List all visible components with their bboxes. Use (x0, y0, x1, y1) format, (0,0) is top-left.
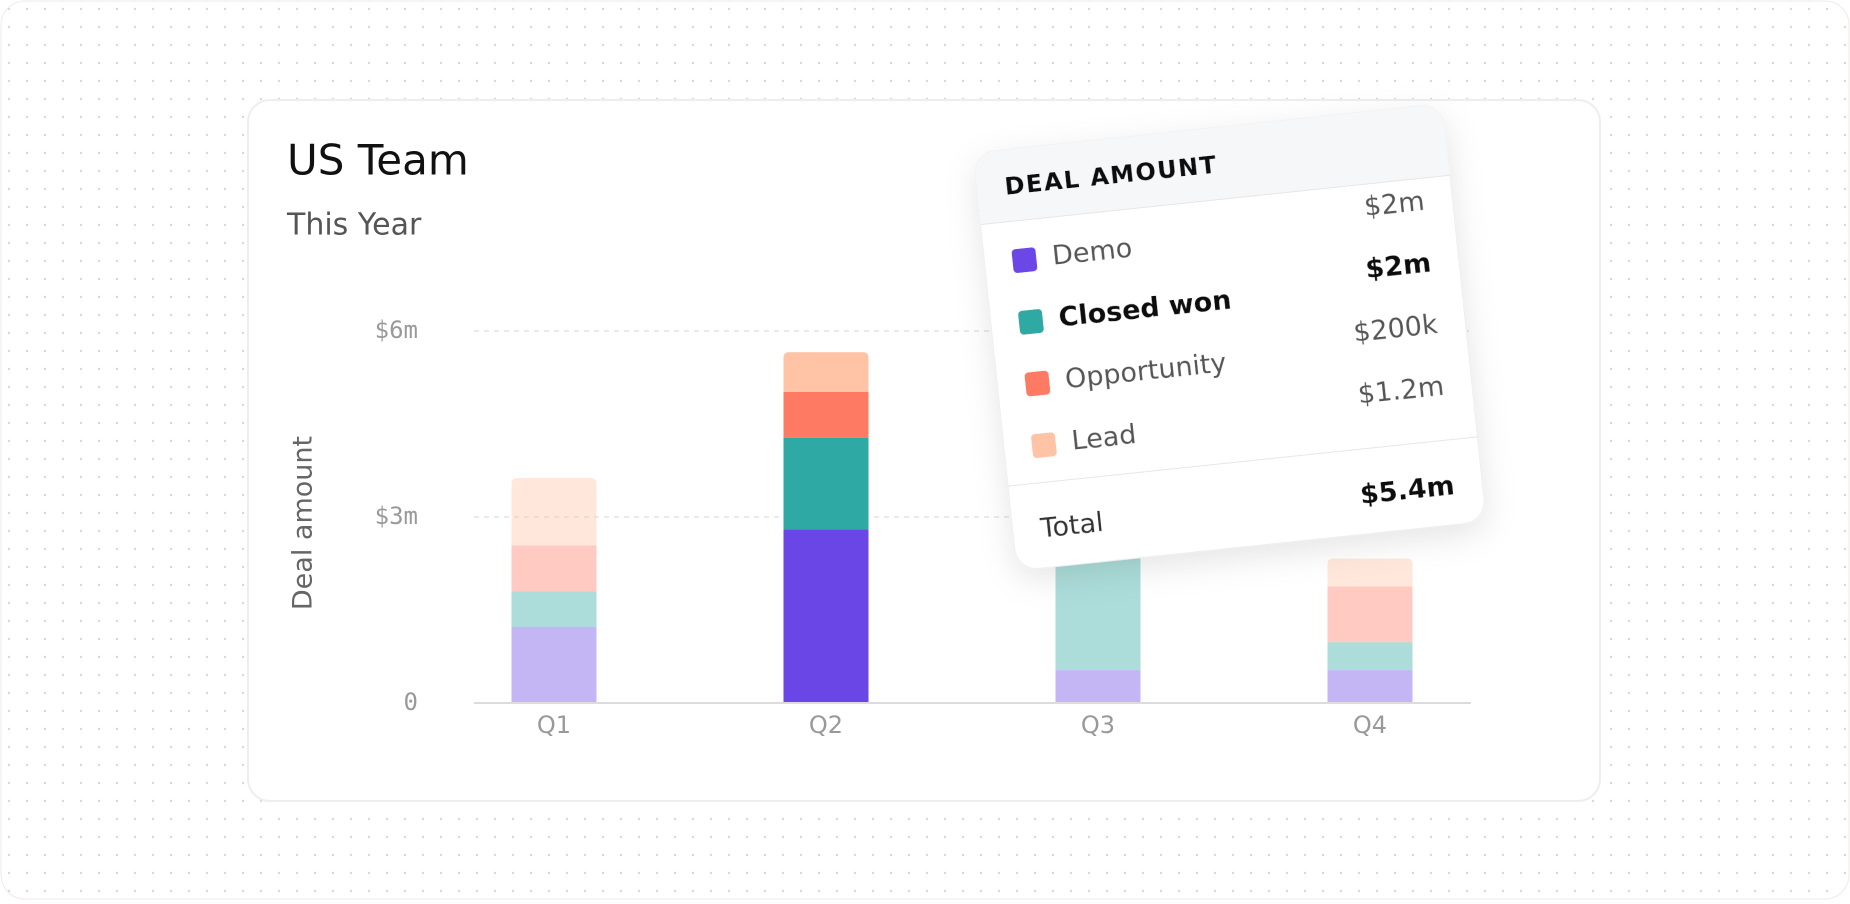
tooltip-value: $2m (1364, 247, 1433, 285)
chart-title: US Team (287, 136, 469, 185)
legend-swatch (1011, 247, 1038, 273)
tooltip-box (974, 105, 1485, 570)
tooltip-header (975, 105, 1450, 225)
x-tick-label: Q1 (537, 711, 571, 739)
bar-segment (783, 352, 869, 392)
tooltip-divider (1007, 436, 1478, 487)
bar-segment (1055, 670, 1141, 703)
y-tick-label: $3m (375, 502, 418, 530)
y-tick-label: 0 (404, 688, 418, 716)
bar-segment (511, 477, 597, 546)
bar-segment (1327, 558, 1413, 587)
bar-segment (511, 591, 597, 627)
x-tick-label: Q4 (1353, 711, 1387, 739)
bar-segment (1327, 642, 1413, 671)
legend-swatch (1031, 432, 1057, 458)
y-axis-label: Deal amount (288, 436, 319, 610)
tooltip-divider (980, 174, 1450, 226)
chart-subtitle: This Year (286, 208, 422, 243)
bar-segment (783, 437, 869, 530)
bar-segment (1055, 552, 1141, 671)
bar-segment (783, 391, 869, 438)
legend-swatch (1024, 370, 1051, 397)
bar-segment (511, 626, 597, 703)
y-tick-label: $6m (375, 316, 418, 344)
legend-swatch (1018, 309, 1044, 335)
bar-segment (783, 529, 869, 703)
x-tick-label: Q3 (1081, 711, 1115, 739)
legend-label: Lead (1070, 419, 1138, 457)
bar-segment (1327, 586, 1413, 643)
x-tick-label: Q2 (809, 711, 843, 739)
bar-segment (511, 545, 597, 592)
bar-segment (1327, 670, 1413, 703)
tooltip-total-label: Total (1038, 507, 1105, 545)
tooltip-value: $2m (1363, 186, 1427, 223)
